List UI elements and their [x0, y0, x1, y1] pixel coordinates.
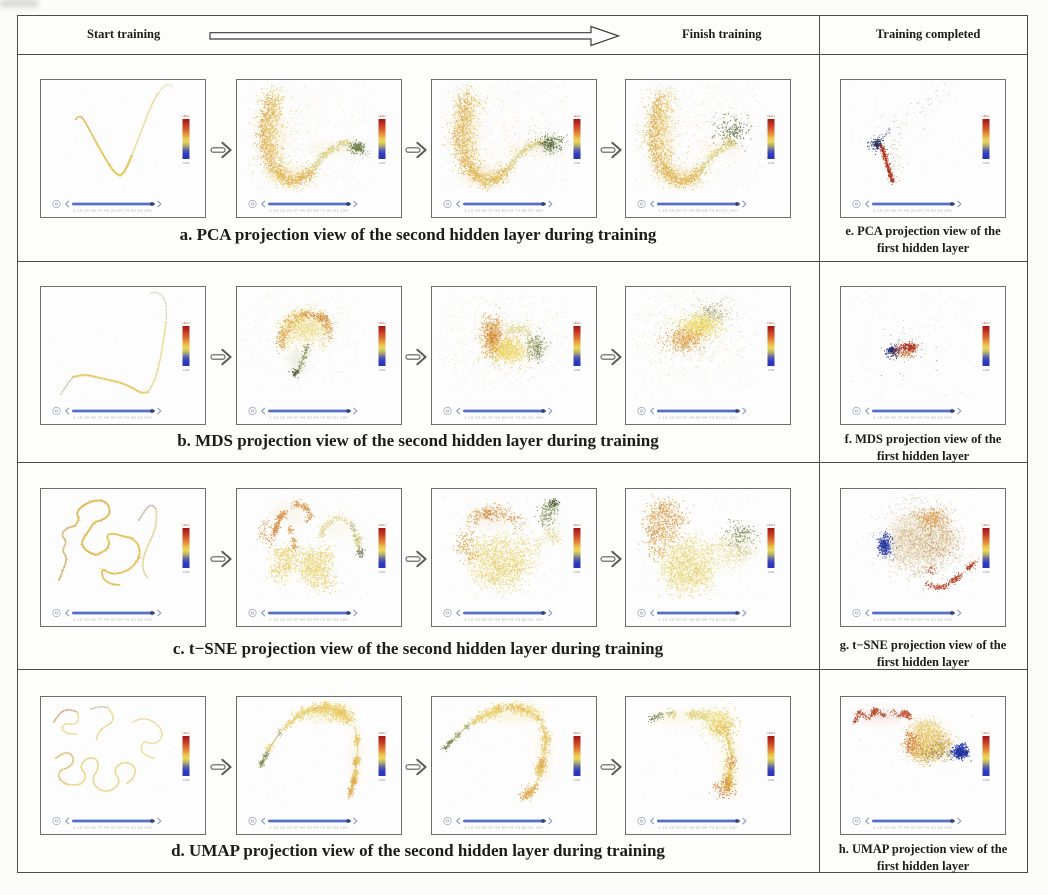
- svg-text:LOW: LOW: [983, 778, 990, 782]
- svg-text:LOW: LOW: [574, 778, 581, 782]
- svg-text:HIGH: HIGH: [768, 321, 775, 325]
- svg-text:1 10 19 28 37 46 55 64 73 82 9: 1 10 19 28 37 46 55 64 73 82 91 100: [269, 619, 349, 622]
- svg-text:1 10 19 28 37 46 55 64 73 82 9: 1 10 19 28 37 46 55 64 73 82 91 100: [464, 417, 544, 420]
- svg-text:HIGH: HIGH: [983, 523, 990, 527]
- svg-text:LOW: LOW: [379, 161, 386, 165]
- svg-text:LOW: LOW: [183, 161, 190, 165]
- svg-text:HIGH: HIGH: [379, 321, 386, 325]
- svg-text:HIGH: HIGH: [183, 321, 190, 325]
- svg-text:HIGH: HIGH: [768, 731, 775, 735]
- svg-text:LOW: LOW: [379, 570, 386, 574]
- svg-text:HIGH: HIGH: [183, 523, 190, 527]
- svg-text:LOW: LOW: [183, 368, 190, 372]
- svg-text:LOW: LOW: [983, 570, 990, 574]
- svg-text:1 10 19 28 37 46 55 64 73 82 9: 1 10 19 28 37 46 55 64 73 82 91 100: [873, 210, 953, 213]
- svg-text:LOW: LOW: [983, 368, 990, 372]
- svg-text:1 10 19 28 37 46 55 64 73 82 9: 1 10 19 28 37 46 55 64 73 82 91 100: [873, 619, 953, 622]
- svg-text:LOW: LOW: [574, 570, 581, 574]
- svg-text:LOW: LOW: [768, 161, 775, 165]
- svg-text:HIGH: HIGH: [768, 523, 775, 527]
- svg-text:1 10 19 28 37 46 55 64 73 82 9: 1 10 19 28 37 46 55 64 73 82 91 100: [658, 827, 738, 830]
- svg-text:HIGH: HIGH: [574, 321, 581, 325]
- svg-text:HIGH: HIGH: [983, 731, 990, 735]
- svg-text:LOW: LOW: [983, 161, 990, 165]
- svg-text:HIGH: HIGH: [574, 523, 581, 527]
- svg-text:1 10 19 28 37 46 55 64 73 82 9: 1 10 19 28 37 46 55 64 73 82 91 100: [464, 210, 544, 213]
- svg-text:HIGH: HIGH: [983, 114, 990, 118]
- svg-text:1 10 19 28 37 46 55 64 73 82 9: 1 10 19 28 37 46 55 64 73 82 91 100: [73, 210, 153, 213]
- svg-text:1 10 19 28 37 46 55 64 73 82 9: 1 10 19 28 37 46 55 64 73 82 91 100: [658, 417, 738, 420]
- svg-text:HIGH: HIGH: [379, 523, 386, 527]
- svg-text:1 10 19 28 37 46 55 64 73 82 9: 1 10 19 28 37 46 55 64 73 82 91 100: [873, 417, 953, 420]
- svg-text:HIGH: HIGH: [379, 731, 386, 735]
- svg-text:LOW: LOW: [574, 368, 581, 372]
- svg-text:HIGH: HIGH: [768, 114, 775, 118]
- svg-text:1 10 19 28 37 46 55 64 73 82 9: 1 10 19 28 37 46 55 64 73 82 91 100: [73, 417, 153, 420]
- svg-text:LOW: LOW: [768, 570, 775, 574]
- svg-text:1 10 19 28 37 46 55 64 73 82 9: 1 10 19 28 37 46 55 64 73 82 91 100: [269, 827, 349, 830]
- svg-text:LOW: LOW: [574, 161, 581, 165]
- svg-text:LOW: LOW: [768, 368, 775, 372]
- svg-text:1 10 19 28 37 46 55 64 73 82 9: 1 10 19 28 37 46 55 64 73 82 91 100: [73, 619, 153, 622]
- svg-text:HIGH: HIGH: [183, 731, 190, 735]
- svg-text:1 10 19 28 37 46 55 64 73 82 9: 1 10 19 28 37 46 55 64 73 82 91 100: [658, 210, 738, 213]
- svg-text:1 10 19 28 37 46 55 64 73 82 9: 1 10 19 28 37 46 55 64 73 82 91 100: [464, 827, 544, 830]
- svg-text:1 10 19 28 37 46 55 64 73 82 9: 1 10 19 28 37 46 55 64 73 82 91 100: [269, 417, 349, 420]
- svg-text:1 10 19 28 37 46 55 64 73 82 9: 1 10 19 28 37 46 55 64 73 82 91 100: [873, 827, 953, 830]
- svg-text:HIGH: HIGH: [574, 114, 581, 118]
- svg-text:HIGH: HIGH: [574, 731, 581, 735]
- svg-text:LOW: LOW: [183, 570, 190, 574]
- svg-text:LOW: LOW: [379, 368, 386, 372]
- svg-text:LOW: LOW: [183, 778, 190, 782]
- svg-text:1 10 19 28 37 46 55 64 73 82 9: 1 10 19 28 37 46 55 64 73 82 91 100: [464, 619, 544, 622]
- svg-text:1 10 19 28 37 46 55 64 73 82 9: 1 10 19 28 37 46 55 64 73 82 91 100: [73, 827, 153, 830]
- svg-text:LOW: LOW: [768, 778, 775, 782]
- svg-text:LOW: LOW: [379, 778, 386, 782]
- svg-text:HIGH: HIGH: [379, 114, 386, 118]
- svg-text:1 10 19 28 37 46 55 64 73 82 9: 1 10 19 28 37 46 55 64 73 82 91 100: [269, 210, 349, 213]
- svg-text:1 10 19 28 37 46 55 64 73 82 9: 1 10 19 28 37 46 55 64 73 82 91 100: [658, 619, 738, 622]
- svg-text:HIGH: HIGH: [983, 321, 990, 325]
- svg-text:HIGH: HIGH: [183, 114, 190, 118]
